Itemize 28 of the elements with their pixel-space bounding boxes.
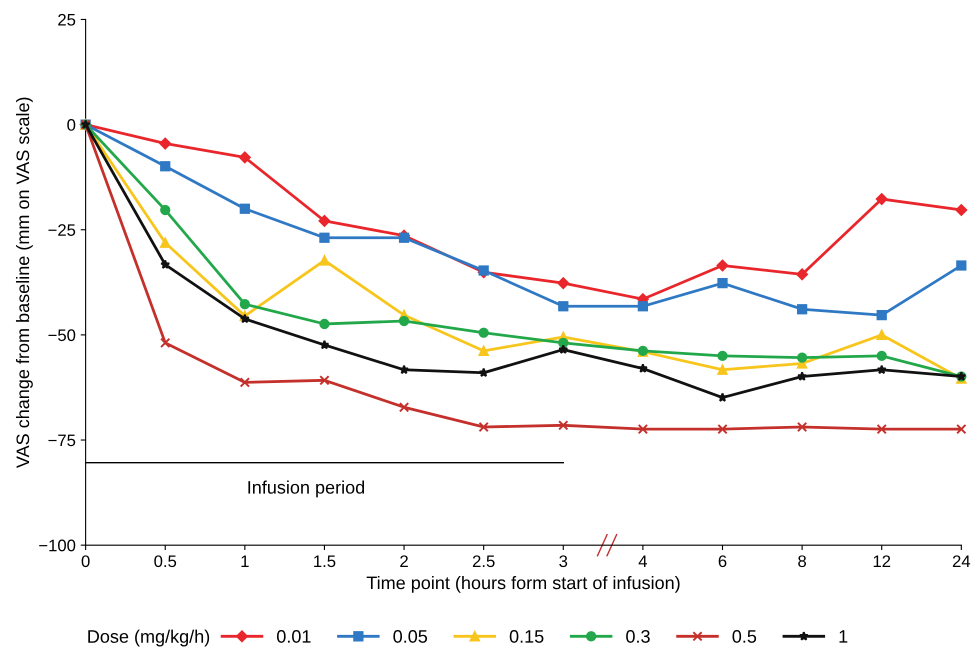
- x-tick-label: 6: [718, 555, 726, 568]
- y-tick-label: −75: [48, 434, 76, 446]
- x-tick-label: 0: [82, 555, 90, 568]
- x-tick-label: 12: [874, 555, 890, 567]
- legend-label: 0.15: [510, 630, 544, 643]
- x-tick-label: 0.5: [154, 555, 176, 568]
- x-tick-label: 1.5: [314, 555, 336, 568]
- x-tick-label: 4: [638, 555, 648, 567]
- legend-label: 0.01: [276, 630, 311, 643]
- legend-label: 1: [840, 630, 848, 643]
- y-tick-label: −100: [39, 540, 76, 552]
- y-tick-label: −50: [48, 329, 76, 342]
- legend-label: 0.05: [393, 630, 428, 643]
- y-tick-label: −25: [48, 224, 76, 236]
- annotation: Infusion period: [248, 480, 364, 498]
- legend-label: 0.3: [626, 630, 650, 643]
- y-tick-label: 25: [58, 14, 76, 26]
- x-tick-label: 24: [952, 555, 970, 567]
- legend-label: 0.5: [732, 630, 756, 643]
- x-tick-label: 8: [798, 555, 806, 568]
- y-axis-title: VAS change from baseline (mm on VAS scale): [16, 98, 33, 468]
- legend-title: Dose (mg/kg/h): [88, 630, 210, 646]
- y-tick-label: 0: [67, 119, 76, 131]
- x-tick-label: 3: [559, 555, 568, 568]
- x-tick-label: 2.5: [472, 555, 495, 568]
- x-tick-label: 1: [241, 555, 249, 567]
- x-axis-title: Time point (hours form start of infusion): [366, 576, 680, 593]
- x-tick-label: 2: [400, 555, 408, 567]
